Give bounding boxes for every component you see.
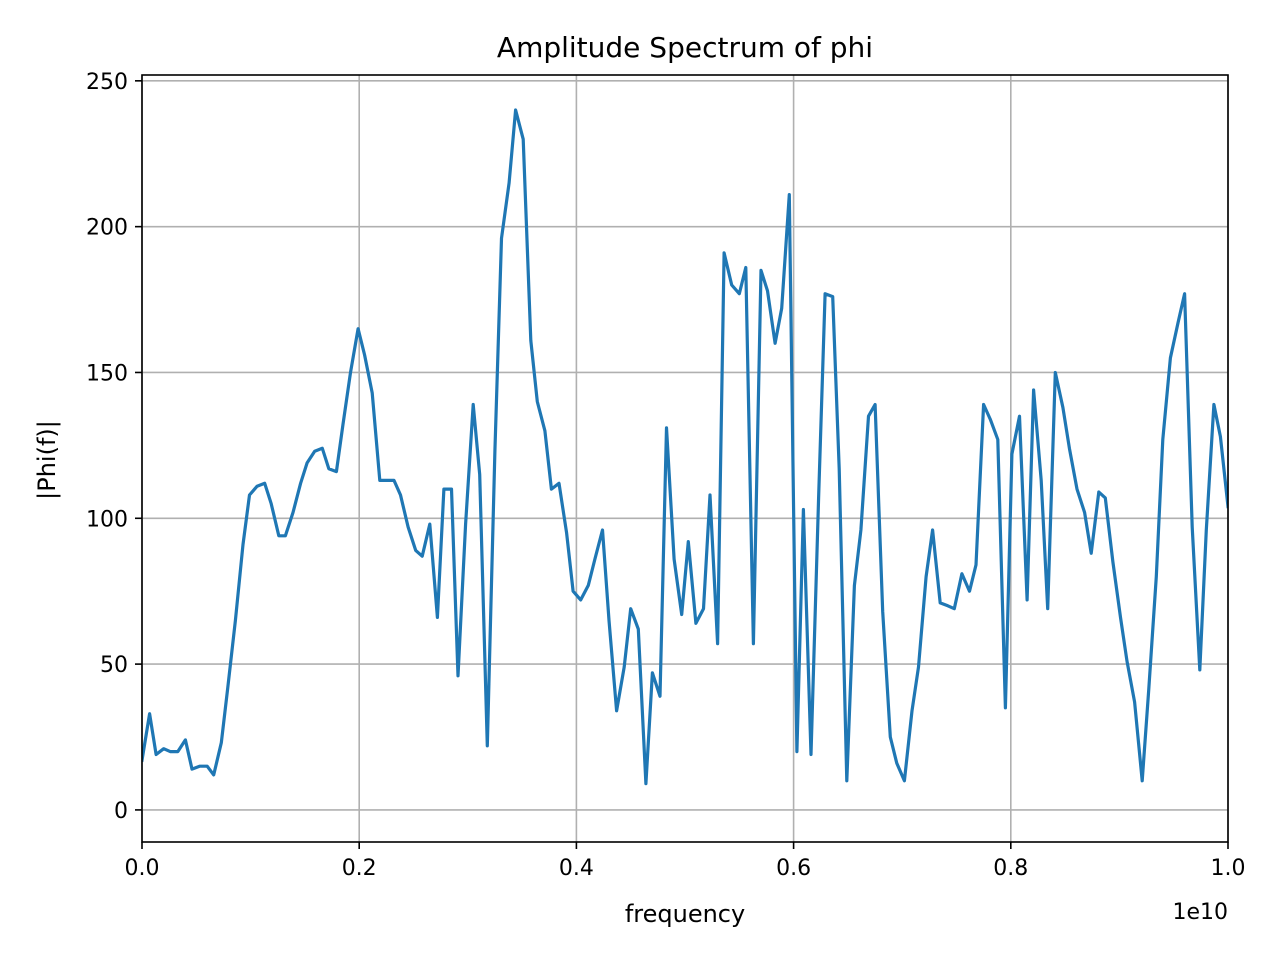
- axis-ticks: 0.0 0.2 0.4 0.6 0.8 1.0 0 50 100 150 200 250: [86, 70, 1246, 881]
- x-tick-label: 0.2: [342, 856, 377, 881]
- y-axis-label: |Phi(f)|: [33, 420, 61, 500]
- y-tick-label: 100: [86, 507, 128, 532]
- x-tick-label: 0.0: [125, 856, 160, 881]
- x-tick-label: 0.8: [993, 856, 1028, 881]
- plot-frame: [141, 74, 1229, 843]
- x-tick-label: 0.4: [559, 856, 594, 881]
- series-layer: [142, 108, 1228, 786]
- y-tick-label: 200: [86, 216, 128, 241]
- chart-title: Amplitude Spectrum of phi: [497, 31, 873, 64]
- x-tick-label: 1.0: [1211, 856, 1246, 881]
- x-tick-label: 0.6: [776, 856, 811, 881]
- y-tick-label: 150: [86, 361, 128, 386]
- x-axis-offset-label: 1e10: [1172, 900, 1228, 925]
- grid: [141, 75, 1229, 842]
- x-axis-label: frequency: [625, 900, 745, 928]
- y-tick-label: 0: [114, 799, 128, 824]
- y-tick-label: 50: [100, 653, 128, 678]
- y-tick-label: 250: [86, 70, 128, 95]
- series-line: [142, 108, 1228, 786]
